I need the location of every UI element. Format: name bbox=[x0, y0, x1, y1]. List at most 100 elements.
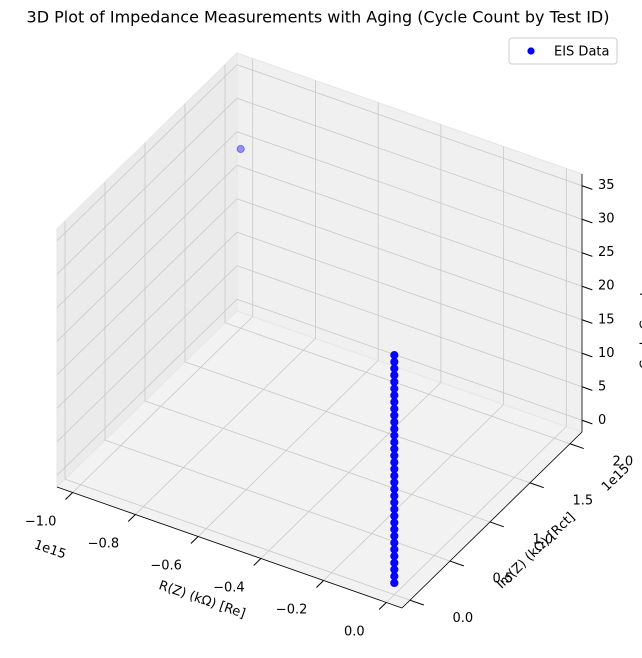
data-point bbox=[390, 364, 399, 373]
z-tick-label: 0 bbox=[598, 413, 606, 428]
tick-mark bbox=[253, 558, 262, 566]
data-point bbox=[390, 491, 399, 500]
data-point bbox=[390, 397, 399, 407]
data-point bbox=[390, 424, 399, 433]
grid-line bbox=[64, 478, 411, 601]
tick-mark bbox=[378, 602, 387, 610]
grid-line bbox=[72, 316, 253, 493]
data-point bbox=[390, 478, 399, 487]
legend-box bbox=[508, 37, 618, 65]
chart-title: 3D Plot of Impedance Measurements with A… bbox=[27, 8, 610, 27]
data-point bbox=[390, 511, 399, 521]
legend-marker bbox=[527, 47, 535, 55]
data-point bbox=[390, 552, 399, 561]
data-point bbox=[390, 371, 399, 380]
z-tick-label: 20 bbox=[598, 279, 615, 294]
grid-line bbox=[236, 97, 583, 220]
grid-line bbox=[56, 131, 238, 309]
grid-line bbox=[56, 198, 238, 376]
z-tick-label: 10 bbox=[598, 346, 615, 361]
data-point bbox=[390, 471, 399, 480]
data-point bbox=[390, 351, 399, 360]
data-point bbox=[390, 464, 399, 474]
grid-line bbox=[236, 64, 583, 187]
y-tick-label: 0.5 bbox=[493, 572, 514, 587]
z-tick-label: 35 bbox=[598, 178, 615, 193]
data-point bbox=[390, 377, 399, 387]
tick-mark bbox=[581, 218, 593, 224]
grid-line bbox=[236, 265, 583, 388]
y-tick-label: 1.0 bbox=[533, 533, 554, 548]
tick-mark bbox=[449, 560, 464, 567]
z-axis-label: Cycle Count bbox=[639, 291, 642, 369]
data-point bbox=[390, 578, 399, 588]
data-point bbox=[390, 431, 399, 440]
grid-line bbox=[236, 298, 583, 421]
data-point bbox=[390, 545, 399, 554]
data-point bbox=[390, 558, 399, 567]
grid-line bbox=[197, 360, 379, 537]
tick-mark bbox=[489, 521, 504, 528]
tick-mark bbox=[409, 599, 424, 606]
grid-line bbox=[260, 382, 442, 559]
data-point bbox=[390, 411, 399, 420]
grid-line bbox=[236, 131, 583, 254]
tick-mark bbox=[190, 536, 199, 544]
y-axis-line bbox=[401, 431, 583, 609]
tick-mark bbox=[581, 419, 593, 425]
y-tick-label: 1.5 bbox=[573, 493, 594, 508]
x-tick-label: −0.2 bbox=[276, 603, 308, 618]
data-point bbox=[390, 565, 399, 574]
grid-line bbox=[236, 231, 583, 354]
data-point bbox=[390, 384, 399, 393]
data-point bbox=[390, 505, 399, 514]
tick-mark bbox=[127, 514, 136, 522]
grid-line bbox=[184, 361, 531, 484]
tick-mark bbox=[569, 443, 584, 450]
tick-mark bbox=[581, 185, 593, 190]
grid-line bbox=[56, 265, 238, 443]
data-point bbox=[390, 531, 399, 541]
z-tick-label: 25 bbox=[598, 245, 615, 260]
z-tick-label: 30 bbox=[598, 212, 615, 227]
x-axis-line bbox=[56, 486, 403, 609]
grid-line bbox=[236, 198, 583, 321]
tick-mark bbox=[316, 580, 324, 588]
y-tick-label: 0.0 bbox=[453, 611, 474, 626]
grid-line bbox=[56, 231, 238, 409]
grid-line bbox=[56, 64, 238, 242]
tick-mark bbox=[581, 319, 593, 324]
y-tick-label: 2.0 bbox=[613, 454, 634, 469]
data-point bbox=[390, 458, 399, 467]
x-tick-label: 0.0 bbox=[344, 625, 365, 640]
z-tick-label: 5 bbox=[598, 379, 606, 394]
tick-mark bbox=[581, 386, 593, 391]
data-point bbox=[390, 404, 399, 413]
data-point bbox=[390, 572, 399, 581]
tick-mark bbox=[581, 252, 593, 257]
grid-line bbox=[56, 298, 238, 476]
data-point bbox=[390, 498, 399, 507]
data-point bbox=[236, 144, 245, 154]
x-tick-label: −1.0 bbox=[25, 515, 57, 530]
grid-line bbox=[135, 338, 316, 515]
data-point bbox=[390, 485, 399, 494]
tick-mark bbox=[581, 352, 593, 358]
data-point bbox=[390, 444, 399, 454]
grid-line bbox=[323, 404, 504, 581]
y-axis-label: Im(Z) (kΩ) [Rct] bbox=[494, 510, 578, 592]
data-point bbox=[390, 391, 399, 400]
data-point bbox=[390, 538, 399, 547]
tick-mark bbox=[581, 285, 593, 291]
x-tick-label: −0.6 bbox=[150, 559, 182, 574]
grid-line bbox=[386, 426, 567, 603]
grid-line bbox=[56, 164, 238, 342]
x-tick-label: −0.4 bbox=[213, 581, 245, 596]
grid-line bbox=[236, 164, 583, 287]
data-point bbox=[390, 518, 399, 527]
grid-line bbox=[56, 97, 238, 275]
grid-line bbox=[144, 400, 491, 523]
data-point bbox=[390, 525, 399, 534]
x-offset-label: 1e15 bbox=[32, 538, 68, 563]
